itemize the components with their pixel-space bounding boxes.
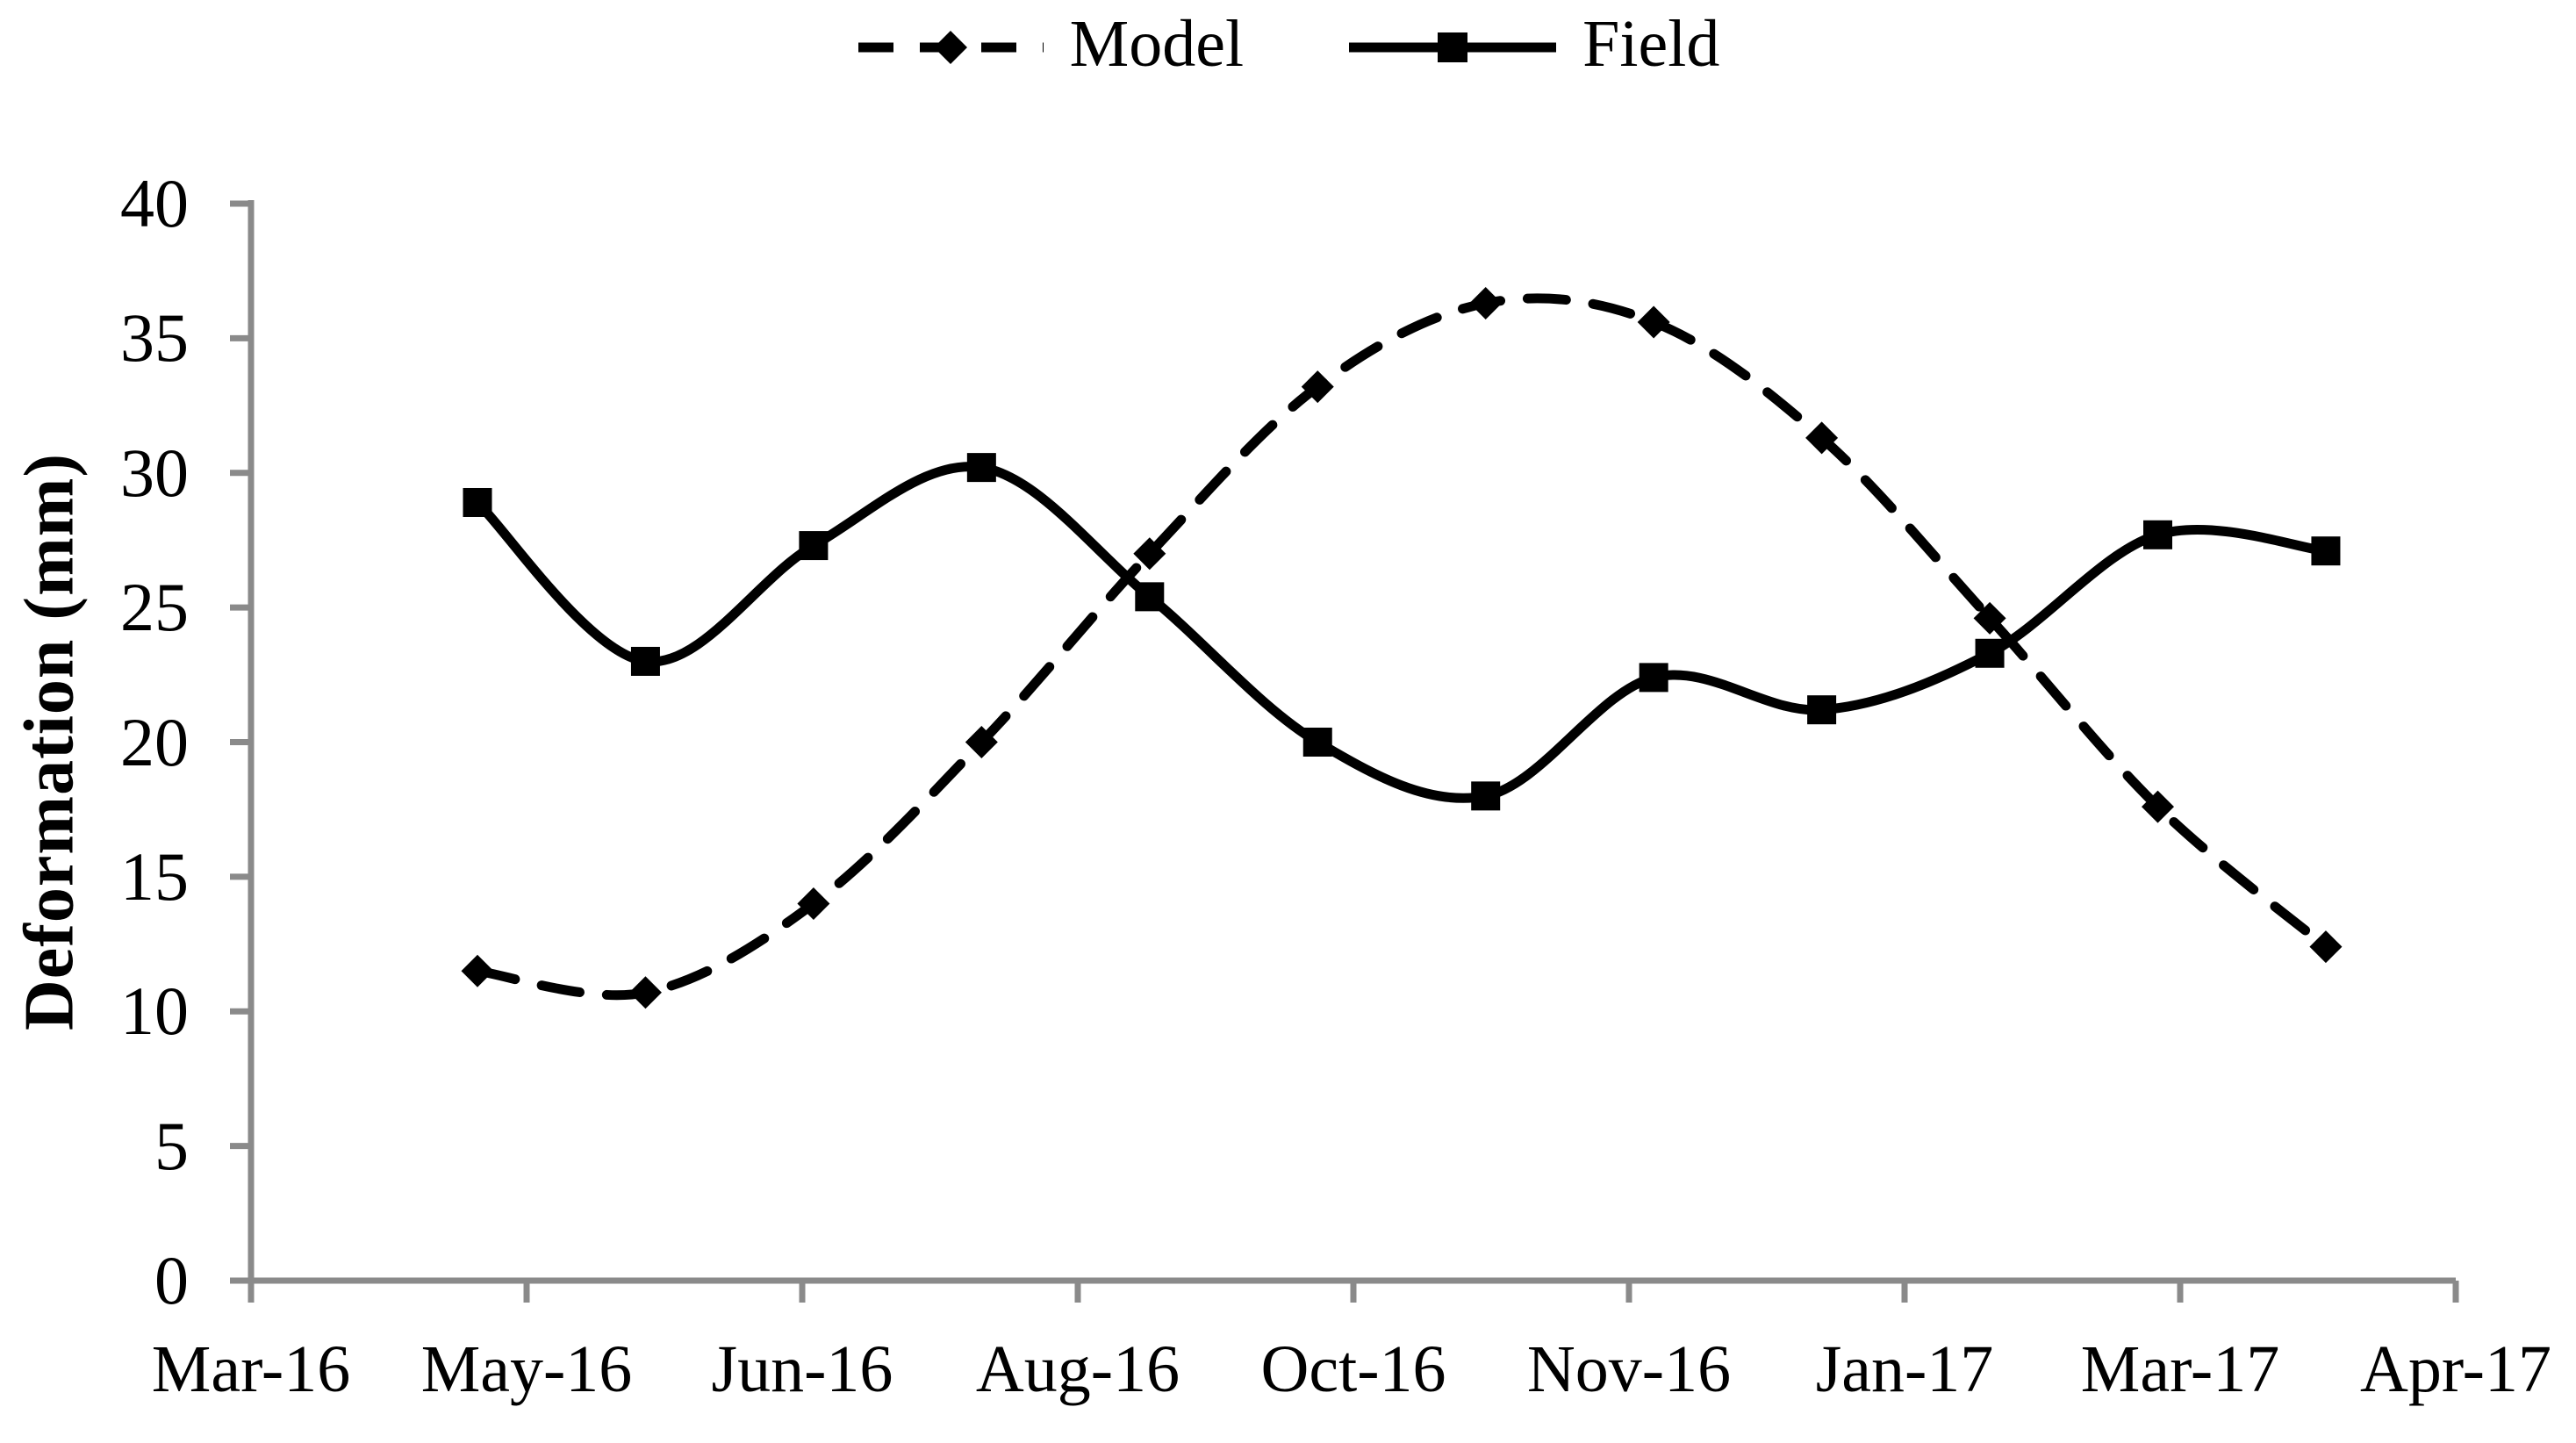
y-tick-label: 5: [154, 1107, 189, 1184]
model-dashed-line-sample: [857, 31, 1044, 64]
y-tick-label: 30: [120, 434, 189, 511]
series-field-marker: [1975, 638, 2005, 668]
series-model-marker: [461, 954, 494, 987]
series-field-marker: [2311, 536, 2341, 566]
series-model-line: [472, 293, 2331, 1001]
x-tick-label: Oct-16: [1260, 1332, 1446, 1406]
legend-item-model: Model: [857, 7, 1245, 81]
series-model-marker: [1973, 601, 2006, 635]
series-model-marker: [797, 887, 830, 921]
series-model-marker: [1301, 370, 1334, 404]
y-tick-label: 25: [120, 569, 189, 646]
series-field-marker: [630, 646, 660, 676]
x-tick-label: May-16: [420, 1332, 633, 1406]
x-tick-label: Aug-16: [975, 1332, 1180, 1406]
series-model-marker: [2309, 930, 2343, 964]
y-tick-label: 20: [120, 703, 189, 780]
x-tick-label: Jun-16: [711, 1332, 893, 1406]
series-field-line: [472, 462, 2331, 803]
y-tick-label: 10: [120, 973, 189, 1050]
series-model-marker: [965, 726, 998, 758]
square-marker-icon: [1438, 32, 1468, 62]
legend: Model Field: [0, 7, 2576, 81]
x-tick-label: Mar-17: [2080, 1332, 2280, 1406]
x-tick-label: Apr-17: [2360, 1332, 2551, 1406]
legend-label-model: Model: [1069, 7, 1245, 81]
legend-item-field: Field: [1347, 7, 1720, 81]
y-tick-label: 40: [120, 165, 189, 241]
x-tick-label: Nov-16: [1526, 1332, 1732, 1406]
x-tick-label: Jan-17: [1815, 1332, 1994, 1406]
diamond-marker-icon: [933, 31, 967, 64]
series-field-marker: [2143, 520, 2172, 549]
series-model-marker: [628, 976, 662, 1009]
y-tick-label: 15: [120, 837, 189, 915]
y-tick-label: 0: [154, 1242, 189, 1318]
series-model-marker: [1469, 286, 1503, 319]
y-tick-label: 35: [120, 299, 189, 377]
field-solid-line-sample: [1349, 32, 1557, 62]
series-field-marker: [966, 453, 996, 483]
legend-label-field: Field: [1582, 7, 1720, 81]
series-field-marker: [1807, 695, 1837, 725]
series-model-marker: [1805, 421, 1839, 455]
series-field-marker: [1471, 781, 1501, 811]
x-tick-label: Mar-16: [151, 1332, 351, 1406]
series-field-marker: [1639, 663, 1668, 693]
series-field-marker: [1135, 582, 1165, 612]
series-field-marker: [799, 531, 829, 561]
series-model-marker: [1637, 305, 1670, 339]
series-field-marker: [463, 487, 492, 517]
series-field-marker: [1302, 728, 1332, 757]
axes: [230, 200, 2459, 1303]
series-model-marker: [2142, 790, 2174, 823]
series-model-marker: [1133, 537, 1166, 571]
